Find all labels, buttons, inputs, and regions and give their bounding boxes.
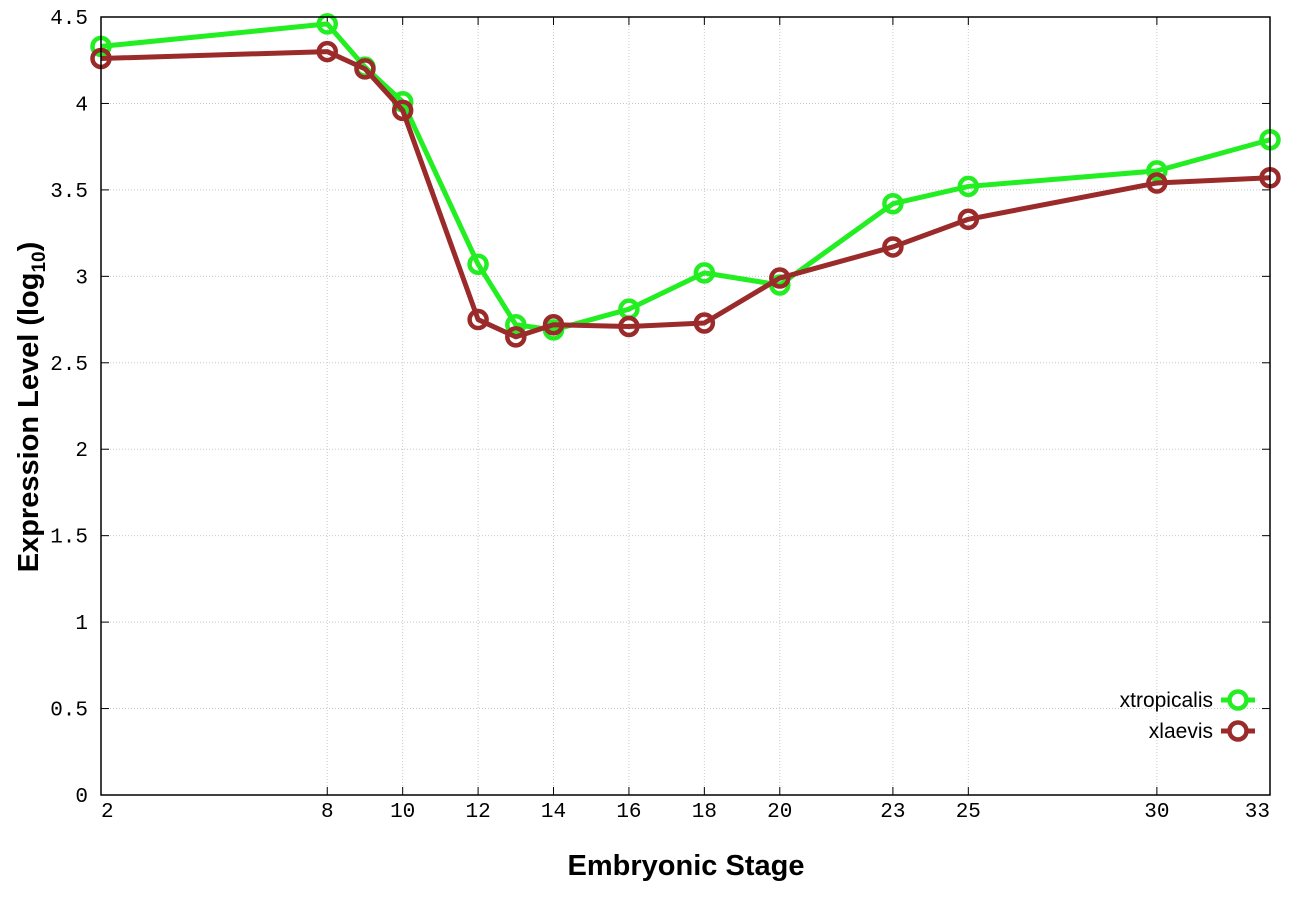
data-point-xlaevis (467, 308, 489, 331)
data-point-xtropicalis (1146, 160, 1168, 182)
data-point-xlaevis (618, 315, 640, 338)
data-point-xlaevis (542, 313, 565, 336)
series-layer (90, 13, 1281, 348)
y-tick-label: 1 (75, 613, 88, 636)
data-point-xlaevis (769, 267, 791, 289)
y-tick-label: 3 (75, 267, 88, 290)
x-tick-label: 30 (1144, 801, 1169, 824)
x-tick-label: 18 (692, 801, 717, 824)
y-tick-label: 2 (75, 440, 88, 463)
x-tick-label: 8 (321, 801, 334, 824)
x-tick-label: 2 (101, 801, 114, 824)
legend-label-xtropicalis: xtropicalis (1120, 689, 1213, 712)
y-tick-label: 4 (75, 94, 88, 117)
tick-labels: 2 8 10 12 14 16 18 20 23 25 30 33 0 0.5 1 1.5 2 2.5 3 3.5 4 4… (50, 8, 1270, 824)
data-point-xtropicalis (882, 192, 904, 215)
data-point-xtropicalis (316, 13, 339, 35)
y-tick-label: 4.5 (50, 8, 88, 31)
grid-lines (100, 16, 1271, 796)
data-point-xlaevis (316, 40, 339, 63)
x-tick-label: 25 (956, 801, 981, 824)
x-tick-label: 33 (1245, 801, 1270, 824)
y-axis-title-main: Expression Level (log (13, 273, 45, 573)
y-axis-title: Expression Level (log10) (13, 242, 50, 573)
x-tick-label: 20 (767, 801, 792, 824)
y-axis-title-close: ) (13, 242, 45, 252)
x-tick-label: 23 (880, 801, 905, 824)
data-point-xtropicalis (505, 313, 527, 336)
y-axis-title-subscript: 10 (29, 251, 50, 272)
legend-label-xlaevis: xlaevis (1149, 720, 1213, 743)
x-axis-title: Embryonic Stage (568, 850, 805, 882)
x-tick-label: 16 (616, 801, 641, 824)
data-point-xlaevis (354, 58, 376, 80)
x-tick-label: 10 (390, 801, 415, 824)
y-tick-label: 2.5 (50, 354, 88, 377)
series-line-xlaevis (100, 49, 1271, 340)
x-tick-label: 14 (541, 801, 566, 824)
data-point-xtropicalis (693, 262, 716, 284)
legend-swatch-marker-xtropicalis (1227, 689, 1249, 711)
series-line-xtropicalis (100, 21, 1271, 333)
data-point-xtropicalis (957, 175, 980, 198)
y-tick-label: 0 (75, 786, 88, 809)
data-point-xlaevis (693, 312, 716, 334)
data-point-xtropicalis (467, 253, 489, 275)
data-point-xlaevis (505, 326, 527, 348)
legend-swatch-marker-xlaevis (1227, 720, 1249, 742)
y-tick-label: 3.5 (50, 181, 88, 204)
y-tick-label: 0.5 (50, 700, 88, 723)
axis-ticks (100, 16, 1271, 796)
y-tick-label: 1.5 (50, 527, 88, 550)
data-point-xlaevis (1146, 172, 1168, 194)
data-point-xlaevis (882, 236, 904, 258)
data-point-xlaevis (957, 208, 980, 231)
data-point-xlaevis (391, 99, 414, 122)
x-tick-label: 12 (465, 801, 490, 824)
legend: xtropicalis xlaevis (1120, 689, 1255, 743)
plot-frame (100, 16, 1271, 796)
